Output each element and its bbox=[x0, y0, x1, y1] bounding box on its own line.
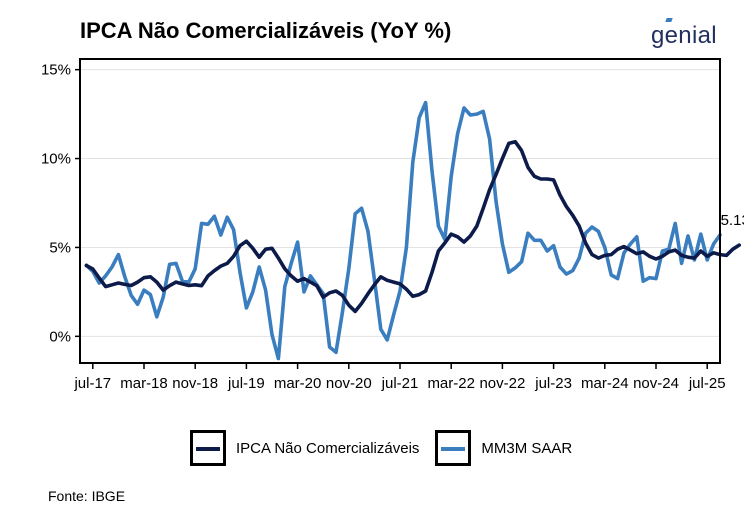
x-tick-label: jul-25 bbox=[688, 375, 726, 392]
x-tick-label: jul-17 bbox=[73, 375, 111, 392]
plot-frame bbox=[79, 58, 721, 364]
x-tick-label: mar-20 bbox=[274, 375, 322, 392]
series-line-mm3m bbox=[84, 100, 722, 361]
axes: 0% 5% 10% 15% jul-17 mar-18 nov-18 jul-19 mar-20… bbox=[41, 62, 726, 392]
legend-label-mm3m: MM3M SAAR bbox=[481, 439, 573, 457]
x-tick-label: nov-18 bbox=[172, 375, 218, 392]
y-tick-label: 0% bbox=[49, 328, 71, 345]
legend-item-mm3m: MM3M SAAR bbox=[435, 430, 572, 466]
y-tick-label: 15% bbox=[41, 62, 71, 79]
x-tick-label: mar-18 bbox=[120, 375, 168, 392]
genial-logo: genial bbox=[651, 22, 717, 49]
source-note: Fonte: IBGE bbox=[48, 488, 126, 504]
legend-item-ipca: IPCA Não Comercializáveis bbox=[190, 430, 419, 466]
series-line-ipca bbox=[84, 139, 741, 314]
y-tick-label: 5% bbox=[49, 239, 71, 256]
last-value-annotation: 5.13 bbox=[721, 212, 744, 229]
x-tick-label: mar-24 bbox=[581, 375, 629, 392]
x-tick-label: nov-24 bbox=[633, 375, 679, 392]
x-tick-label: mar-22 bbox=[427, 375, 475, 392]
x-tick-label: nov-20 bbox=[326, 375, 372, 392]
gridlines bbox=[80, 69, 720, 337]
x-tick-label: jul-21 bbox=[381, 375, 419, 392]
series-lines bbox=[84, 100, 741, 361]
legend-swatch-ipca bbox=[190, 430, 226, 466]
x-tick-label: nov-22 bbox=[479, 375, 525, 392]
legend-swatch-mm3m bbox=[435, 430, 472, 466]
chart-legend: IPCA Não Comercializáveis MM3M SAAR bbox=[190, 430, 588, 466]
chart-title: IPCA Não Comercializáveis (YoY %) bbox=[80, 18, 452, 43]
x-tick-label: jul-19 bbox=[227, 375, 265, 392]
y-tick-label: 10% bbox=[41, 151, 71, 168]
legend-label-ipca: IPCA Não Comercializáveis bbox=[236, 439, 420, 457]
x-tick-label: jul-23 bbox=[534, 375, 572, 392]
